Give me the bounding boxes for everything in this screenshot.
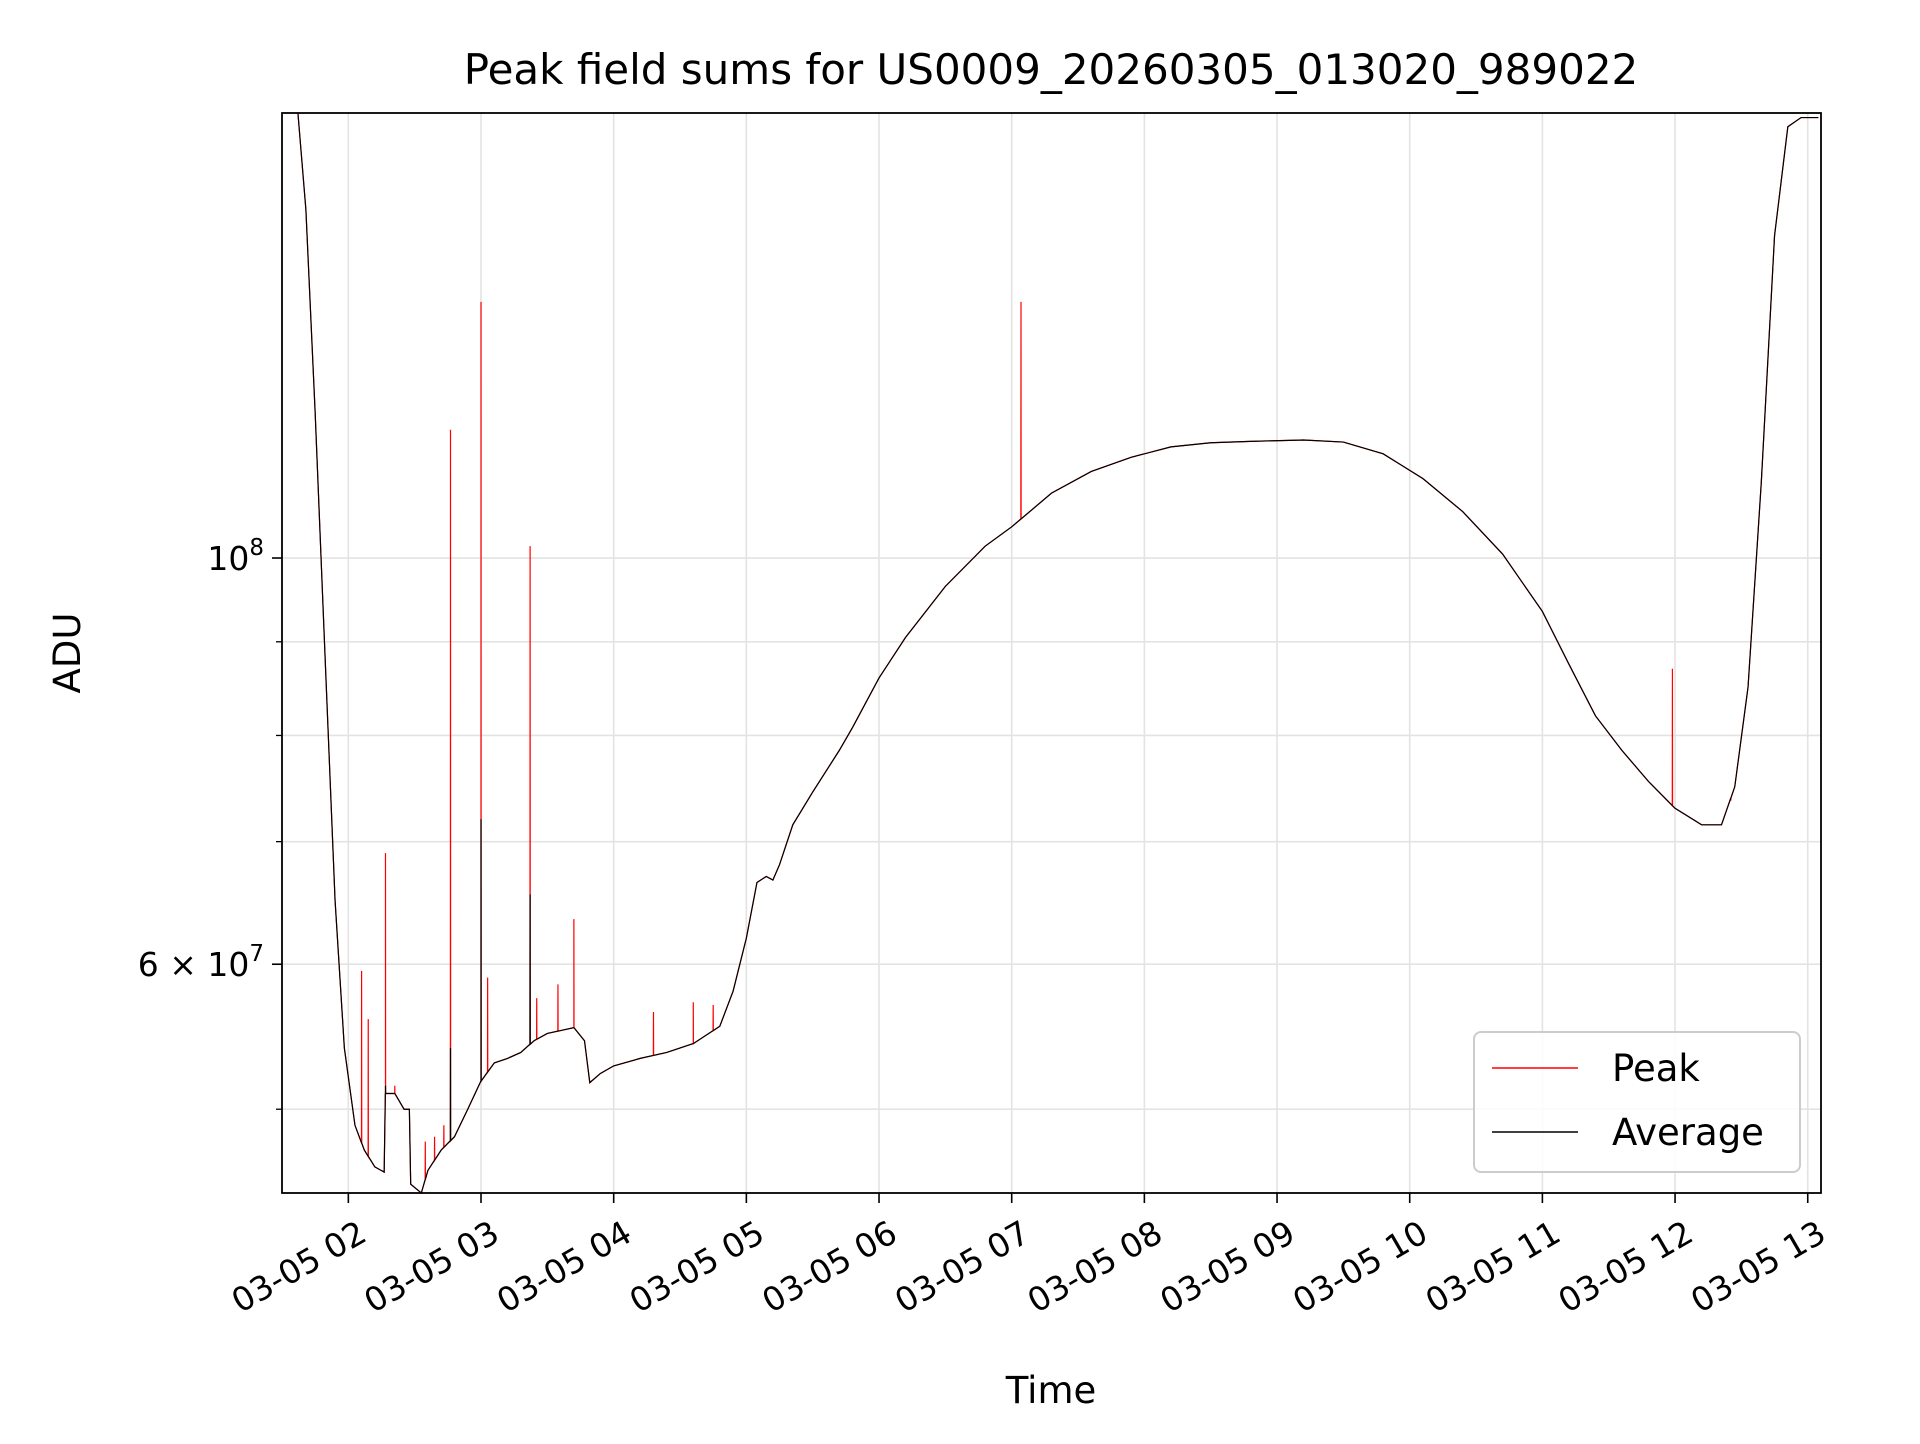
- chart-title: Peak field sums for US0009_20260305_0130…: [464, 45, 1639, 94]
- legend: Peak Average: [1473, 1031, 1801, 1173]
- y-tick-label: 6 × 107: [138, 941, 264, 984]
- y-axis-label: ADU: [46, 613, 89, 694]
- y-tick-label: 108: [207, 535, 264, 578]
- legend-label-peak: Peak: [1612, 1047, 1700, 1090]
- y-axis-ticks: 108 6 × 107: [138, 535, 282, 1110]
- plot-frame: [281, 112, 1822, 1194]
- series-layer: [297, 112, 1819, 1195]
- legend-box: [1473, 1031, 1801, 1173]
- x-axis-label: Time: [1005, 1369, 1097, 1412]
- legend-label-average: Average: [1612, 1111, 1764, 1154]
- series-line-average: [297, 112, 1819, 1195]
